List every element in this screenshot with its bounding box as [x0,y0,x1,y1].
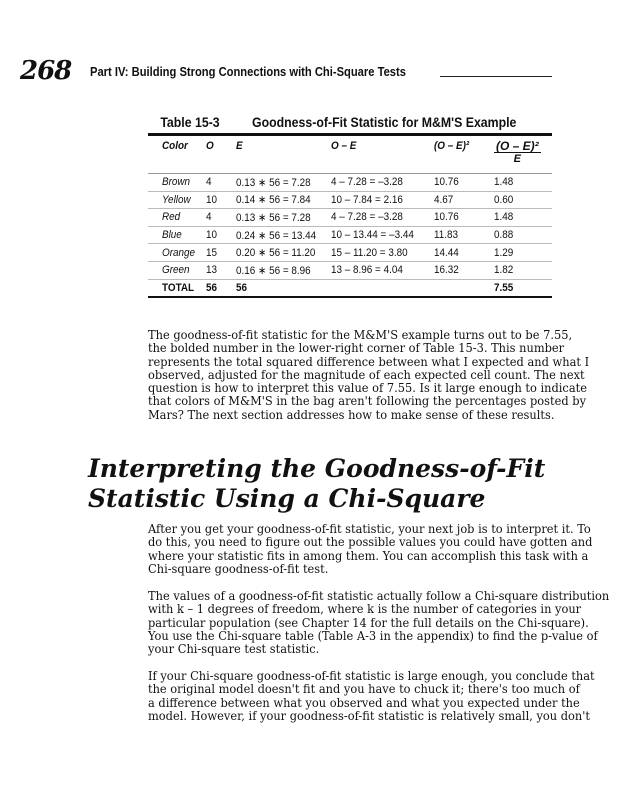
table-cell: 1.82 [494,264,514,277]
text-line: a difference between what you observed a… [148,694,580,710]
text-line: represents the total squared difference … [148,353,590,369]
table-cell: 4 [206,176,212,189]
paragraph-4: If your Chi-square goodness-of-fit stati… [148,668,595,723]
table-cell: 10 – 7.84 = 2.16 [331,193,403,206]
table-row: Red 4 0.13 ∗ 56 = 7.28 4 – 7.28 = –3.28 10.7… [148,209,552,227]
paragraph-1: The goodness-of-fit statistic for the M&… [148,327,590,422]
table-cell: 16.32 [434,264,459,277]
text-line: After you get your goodness-of-fit stati… [148,521,591,536]
text-line: You use the Chi-square table (Table A-3 … [148,627,598,643]
text-line: where your statistic fits in among them.… [148,547,589,563]
table-cell: 4 – 7.28 = –3.28 [331,211,403,224]
col-header-fraction: (O – E)² E [494,139,541,165]
paragraph-3: The values of a goodness-of-fit statisti… [148,588,610,657]
text-line: Chi-square goodness-of-fit test. [148,560,329,576]
table-cell: Orange [162,246,196,259]
text-line: the original model doesn't fit and you h… [148,681,580,697]
col-header: Color [162,140,188,152]
table-cell: 4.67 [434,193,454,206]
text-line: model. However, if your goodness-of-fit … [148,707,590,723]
table-cell: 1.29 [494,246,514,259]
text-line: question is how to interpret this value … [148,380,587,396]
table-row: Brown 4 0.13 ∗ 56 = 7.28 4 – 7.28 = –3.28 10… [148,174,552,192]
text-line: Mars? The next section addresses how to … [148,406,555,422]
table-cell: 4 – 7.28 = –3.28 [331,176,403,189]
table-label: Table 15-3 [160,114,220,130]
table-cell: Red [162,211,181,224]
table-cell: 14.44 [434,246,459,259]
text-line: do this, you need to figure out the poss… [148,534,593,550]
col-header: O – E [331,140,357,152]
table-cell: Yellow [162,193,191,206]
table-cell: 10.76 [434,211,459,224]
table-15-3: Table 15-3 Goodness-of-Fit Statistic for… [148,114,552,299]
table-cell: 1.48 [494,211,514,224]
running-head: Part IV: Building Strong Connections wit… [90,64,406,79]
text-line: If your Chi-square goodness-of-fit stati… [148,668,595,683]
table-cell: 10 – 13.44 = –3.44 [331,229,414,242]
page-number: 268 [20,56,72,86]
section-heading: Interpreting the Goodness-of-Fit Statisti… [88,454,545,514]
col-header: E [236,140,243,152]
table-header-row: Color O E O – E (O – E)² (O – E)² E [148,136,552,174]
text-line: Statistic Using a Chi-Square [88,484,486,513]
table-cell: 0.60 [494,193,514,206]
text-line: particular population (see Chapter 14 fo… [148,614,589,630]
table-cell: 0.13 ∗ 56 = 7.28 [236,211,311,224]
table-cell: Brown [162,176,191,189]
text-line: your Chi-square test statistic. [148,641,320,657]
text-line: the bolded number in the lower-right cor… [148,340,565,356]
table-cell: 10 [206,229,218,242]
col-header: O [206,140,214,152]
table-row: Yellow 10 0.14 ∗ 56 = 7.84 10 – 7.84 = 2.16… [148,192,552,210]
table-cell: 0.13 ∗ 56 = 7.28 [236,176,311,189]
paragraph-2: After you get your goodness-of-fit stati… [148,521,593,576]
table-title: Goodness-of-Fit Statistic for M&M'S Exam… [251,114,516,130]
table-cell: 0.16 ∗ 56 = 8.96 [236,264,311,277]
text-line: with k – 1 degrees of freedom, where k i… [148,601,582,617]
table-row: Blue 10 0.24 ∗ 56 = 13.44 10 – 13.44 = –3.4… [148,227,552,245]
table-cell: 13 – 8.96 = 4.04 [331,264,403,277]
table-cell: 11.83 [434,229,459,242]
table-row: Green 13 0.16 ∗ 56 = 8.96 13 – 8.96 = 4.04 1… [148,262,552,280]
col-header: (O – E)² [434,140,470,152]
text-line: observed, adjusted for the magnitude of … [148,366,585,382]
table-cell: Blue [162,229,182,242]
text-line: The values of a goodness-of-fit statisti… [148,588,610,603]
table-cell: 15 [206,246,218,259]
table-caption: Table 15-3 Goodness-of-Fit Statistic for… [148,114,552,136]
text-line: Interpreting the Goodness-of-Fit [88,454,546,483]
table-cell: 1.48 [494,176,514,189]
table-cell: 0.20 ∗ 56 = 11.20 [236,247,316,260]
table-cell: 10.76 [434,176,459,189]
running-head-rule [440,76,552,77]
table-row: Orange 15 0.20 ∗ 56 = 11.20 15 – 11.20 = 3.… [148,244,552,262]
table-total-row: TOTAL 56 56 7.55 [148,280,552,299]
table-cell: 0.14 ∗ 56 = 7.84 [236,194,311,207]
table-cell: 4 [206,211,212,224]
table-cell: Green [162,264,190,277]
table-cell: 0.88 [494,229,514,242]
text-line: that colors of M&M'S in the bag aren't f… [148,393,587,409]
text-line: The goodness-of-fit statistic for the M&… [148,327,573,342]
table-cell: 0.24 ∗ 56 = 13.44 [236,229,317,242]
table-cell: 15 – 11.20 = 3.80 [331,246,408,259]
table-cell: 13 [206,264,218,277]
table-cell: 10 [206,193,218,206]
